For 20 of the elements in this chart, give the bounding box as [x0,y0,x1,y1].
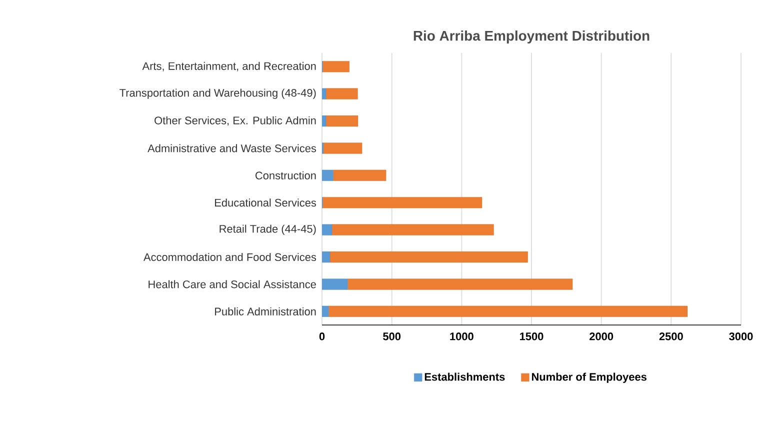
legend-label: Establishments [424,372,505,381]
y-tick-label: Arts, Entertainment, and Recreation [142,62,316,72]
x-tick-label: 0 [319,332,325,340]
y-tick-label: Retail Trade (44-45) [220,224,316,235]
x-tick-label: 500 [383,332,401,340]
y-tick-label: Accommodation and Food Services [144,252,316,262]
x-tick-label: 3000 [729,332,753,340]
x-tick-label: 2000 [590,332,614,340]
chart-title: Rio Arriba Employment Distribution [414,30,650,44]
y-tick-label: Construction [256,171,316,180]
x-tick-label: 1500 [520,332,544,340]
x-tick-label: 2500 [659,332,683,340]
x-tick-label: 1000 [450,332,474,340]
y-tick-label: Educational Services [215,198,316,207]
y-tick-label: Transportation and Warehousing (48-49) [120,88,316,99]
y-tick-label: Administrative and Waste Services [148,144,316,152]
y-tick-label: Health Care and Social Assistance [148,280,316,288]
y-tick-label: Other Services, Ex. Public Admin [154,116,316,126]
y-tick-label: Public Administration [215,307,316,316]
legend-label: Number of Employees [532,372,646,383]
